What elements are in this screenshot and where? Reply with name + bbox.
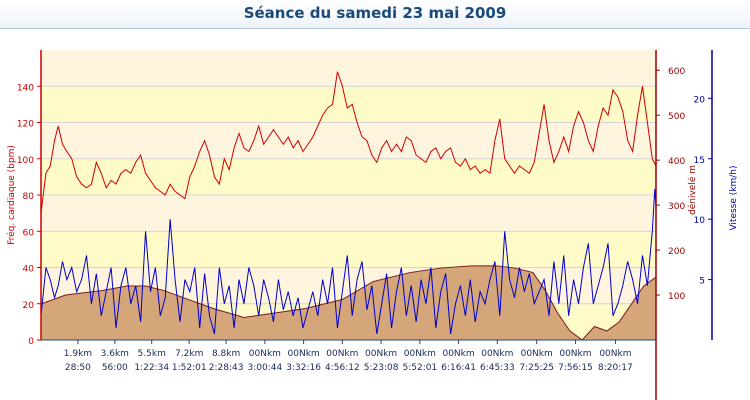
y-left-tick-label: 60	[23, 228, 35, 238]
plot-band	[41, 231, 656, 268]
y-right2-tick-label: 15	[694, 156, 705, 166]
x-tick-label-time: 6:45:33	[480, 363, 515, 373]
y-left-tick-label: 20	[23, 301, 35, 311]
y-right1-tick-label: 100	[668, 292, 685, 302]
y-left-tick-label: 120	[17, 120, 34, 130]
y-right1-tick-label: 400	[668, 157, 685, 167]
x-tick-label-time: 5:52:01	[402, 363, 437, 373]
x-tick-label-distance: 00Nkm	[481, 349, 513, 359]
x-tick-label-distance: 3.6km	[101, 349, 129, 359]
x-tick-label-distance: 8.8km	[212, 349, 240, 359]
x-tick-label-distance: 00Nkm	[326, 349, 358, 359]
x-tick-label-time: 28:50	[65, 363, 91, 373]
x-tick-label-distance: 1.9km	[64, 349, 92, 359]
x-tick-label-distance: 00Nkm	[521, 349, 553, 359]
y-right2-tick-label: 10	[694, 216, 706, 226]
y-left-tick-label: 40	[23, 265, 35, 275]
plot-band	[41, 50, 656, 87]
y-right2-tick-label: 5	[699, 277, 705, 287]
x-tick-label-time: 2:28:43	[209, 363, 244, 373]
x-tick-label-distance: 00Nkm	[249, 349, 281, 359]
x-tick-label-distance: 00Nkm	[365, 349, 397, 359]
x-tick-label-time: 7:56:15	[558, 363, 593, 373]
y-left-tick-label: 100	[17, 156, 34, 166]
y-right1-tick-label: 500	[668, 112, 685, 122]
series-heart-rate-line	[40, 71, 657, 214]
x-tick-label-distance: 00Nkm	[404, 349, 436, 359]
x-tick-label-time: 1:52:01	[172, 363, 207, 373]
y-right2-tick-label: 20	[694, 95, 706, 105]
y-left-tick-label: 80	[23, 192, 35, 202]
plot-band	[41, 122, 656, 159]
y-left-tick-label: 140	[17, 83, 34, 93]
y-right1-tick-label: 300	[668, 202, 685, 212]
y-left-tick-label: 0	[28, 337, 34, 347]
x-tick-label-distance: 00Nkm	[599, 349, 631, 359]
x-tick-label-time: 8:20:17	[598, 363, 633, 373]
x-tick-label-time: 3:00:44	[248, 363, 283, 373]
plot-band	[41, 195, 656, 232]
y-right1-tick-label: 200	[668, 247, 685, 257]
x-tick-label-distance: 5.5km	[138, 349, 166, 359]
chart-title: Séance du samedi 23 mai 2009	[243, 4, 507, 22]
y-right1-label: dénivelé m	[687, 165, 698, 215]
x-tick-label-time: 56:00	[102, 363, 128, 373]
plot-band	[41, 158, 656, 195]
x-tick-label-time: 3:32:16	[286, 363, 321, 373]
y-left-label: Fréq. cardiaque (bpm)	[6, 145, 17, 245]
x-tick-label-distance: 00Nkm	[442, 349, 474, 359]
x-tick-label-time: 1:22:34	[134, 363, 169, 373]
x-tick-label-time: 7:25:25	[519, 363, 554, 373]
y-right2-label: Vitesse (km/h)	[729, 165, 739, 230]
x-tick-label-time: 6:16:41	[441, 363, 476, 373]
plot-band	[41, 86, 656, 123]
y-right1-tick-label: 600	[668, 67, 685, 77]
series-speed-line	[40, 188, 657, 335]
title-bar: Séance du samedi 23 mai 2009	[0, 0, 750, 29]
x-tick-label-time: 5:23:08	[364, 363, 399, 373]
x-tick-label-time: 4:56:12	[325, 363, 360, 373]
x-tick-label-distance: 00Nkm	[288, 349, 320, 359]
x-tick-label-distance: 7.2km	[175, 349, 203, 359]
x-tick-label-distance: 00Nkm	[559, 349, 591, 359]
